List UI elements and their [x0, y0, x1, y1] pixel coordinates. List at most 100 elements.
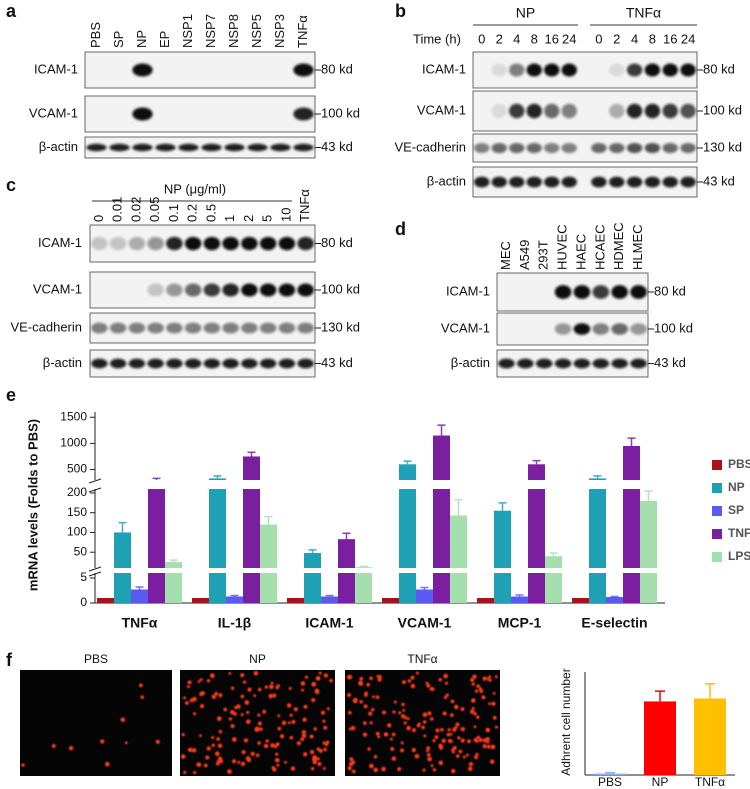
cell-dot: [373, 755, 378, 759]
cell-dot: [407, 679, 412, 683]
bar: [355, 567, 372, 568]
cell-dot: [309, 749, 315, 755]
cell-dot: [450, 768, 456, 774]
size-label: 130 kd: [321, 319, 360, 334]
cell-dot: [349, 757, 354, 762]
bar: [528, 464, 545, 480]
cell-dot: [228, 717, 233, 721]
cell-dot: [303, 704, 308, 709]
cell-dot: [199, 678, 203, 682]
cell-dot: [21, 763, 25, 767]
cell-dot: [378, 675, 382, 679]
cell-dot: [442, 711, 447, 716]
lane-label: 293T: [536, 240, 551, 270]
cell-dot: [246, 710, 250, 715]
blot-band: [222, 322, 239, 334]
cell-dot: [218, 758, 224, 764]
cell-dot: [397, 766, 402, 772]
cell-dot: [284, 760, 287, 764]
blot-band: [644, 176, 661, 188]
size-label: 43 kd: [654, 355, 686, 370]
blot-band: [611, 285, 628, 299]
error-bar: [437, 424, 446, 436]
y-tick-label: 150: [67, 505, 87, 519]
bar: [694, 698, 726, 775]
lane-label: 8: [531, 31, 538, 46]
axis-break: [88, 566, 102, 572]
blot-band: [109, 322, 127, 334]
blot-band: [166, 358, 183, 369]
blot-band: [626, 142, 643, 154]
error-bar: [152, 477, 161, 480]
cell-dot: [363, 721, 367, 725]
bar: [594, 773, 626, 775]
cell-dot: [366, 682, 370, 687]
bar: [321, 596, 338, 603]
bar: [433, 573, 450, 603]
bar: [606, 597, 623, 603]
cell-dot: [441, 738, 446, 744]
cell-dot: [218, 693, 223, 698]
cell-dot: [348, 727, 352, 731]
error-bar: [454, 498, 463, 516]
cell-dot: [245, 719, 251, 725]
cell-dot: [492, 691, 496, 695]
cell-dot: [455, 754, 460, 758]
cell-dot: [482, 744, 487, 749]
bar: [528, 489, 545, 568]
cell-dot: [449, 732, 453, 736]
bar: [209, 573, 226, 603]
blot-band: [509, 176, 525, 188]
cell-dot: [318, 748, 323, 753]
lane-label: HCAEC: [592, 224, 607, 270]
cell-dot: [434, 735, 439, 740]
blot-band: [222, 358, 239, 369]
cell-dot: [415, 671, 419, 675]
error-bar: [264, 515, 273, 525]
blot-band: [128, 358, 146, 369]
cell-dot: [247, 687, 252, 692]
cell-dot: [485, 728, 490, 733]
bar: [644, 701, 676, 775]
cell-dot: [422, 768, 426, 772]
cell-dot: [486, 744, 491, 749]
cell-dot: [473, 725, 477, 729]
bar: [399, 464, 416, 480]
cell-dot: [458, 749, 463, 754]
error-bar: [498, 502, 507, 511]
blot-band: [526, 142, 542, 154]
cell-dot: [430, 764, 434, 768]
cell-dot: [426, 746, 431, 751]
cell-dot: [51, 744, 56, 748]
cell-dot: [228, 672, 232, 675]
blot-band: [184, 322, 202, 334]
cell-dot: [491, 701, 496, 706]
cell-dot: [181, 733, 185, 737]
blot-band: [297, 236, 314, 251]
bar: [148, 489, 165, 568]
blot-band: [554, 285, 572, 299]
protein-label: β-actin: [427, 173, 466, 188]
blot-band: [293, 63, 314, 77]
bar: [623, 489, 640, 568]
cell-dot: [255, 753, 260, 758]
x-tick-label: NP: [652, 775, 669, 789]
protein-label: VE-cadherin: [10, 319, 82, 334]
lane-label: 4: [513, 31, 520, 46]
lane-label: 0: [595, 31, 602, 46]
lane-label: 0.2: [185, 204, 200, 222]
cell-dot: [275, 752, 279, 756]
size-label: 80 kd: [321, 235, 353, 250]
lane-label: 16: [545, 31, 559, 46]
blot-band: [644, 63, 661, 77]
lane-label: 16: [663, 31, 677, 46]
cell-dot: [197, 680, 201, 683]
bar: [477, 598, 494, 603]
bar: [589, 478, 606, 480]
cell-dot: [353, 697, 358, 702]
cell-dot: [257, 741, 261, 745]
cell-dot: [192, 771, 197, 775]
cell-dot: [313, 727, 317, 731]
cell-dot: [372, 695, 376, 699]
blot-band: [166, 283, 183, 297]
